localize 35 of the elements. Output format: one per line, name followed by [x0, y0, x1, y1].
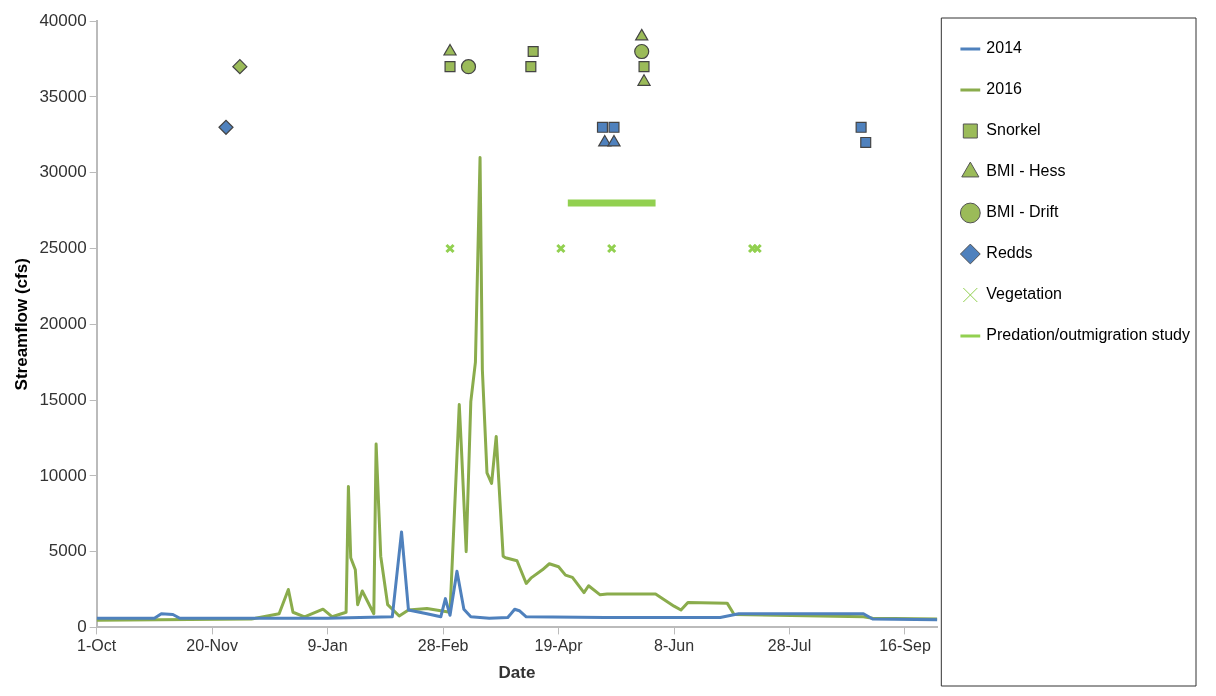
point	[555, 243, 566, 254]
point	[635, 28, 649, 41]
legend-label: 2016	[986, 80, 1023, 98]
y-tick-label: 0	[77, 617, 87, 637]
point	[606, 243, 617, 254]
x-tick-label: 8-Jun	[654, 637, 695, 655]
legend-label: Predation/outmigration study	[986, 326, 1190, 344]
y-tick-label: 20000	[39, 313, 87, 333]
point	[634, 43, 650, 60]
point	[444, 243, 456, 254]
x-tick-label: 28-Jul	[767, 637, 812, 655]
point	[443, 43, 457, 56]
x-tick-label: 28-Feb	[417, 637, 469, 655]
legend-label: BMI - Drift	[986, 203, 1059, 221]
y-tick-label: 30000	[39, 162, 87, 182]
x-tick-label: 16-Sep	[879, 637, 931, 655]
point	[460, 59, 477, 75]
y-tick-label: 15000	[39, 389, 87, 409]
legend-label: Snorkel	[986, 121, 1041, 139]
legend-label: BMI - Hess	[986, 162, 1066, 180]
point	[637, 74, 651, 86]
legend-label: Vegetation	[986, 285, 1062, 303]
legend-label: Redds	[986, 244, 1033, 262]
x-tick-label: 19-Apr	[534, 637, 584, 655]
y-axis-title: Streamflow (cfs)	[11, 258, 31, 391]
x-tick-label: 1-Oct	[77, 637, 117, 655]
x-tick-label: 20-Nov	[186, 637, 238, 655]
y-tick-label: 10000	[39, 465, 87, 485]
x-axis-title: Date	[498, 663, 536, 683]
legend-label: 2014	[986, 39, 1023, 57]
x-tick-label: 9-Jan	[307, 637, 348, 655]
y-tick-label: 35000	[39, 86, 87, 106]
y-tick-label: 25000	[39, 238, 87, 258]
y-tick-label: 40000	[39, 10, 87, 30]
y-tick-label: 5000	[48, 541, 87, 561]
